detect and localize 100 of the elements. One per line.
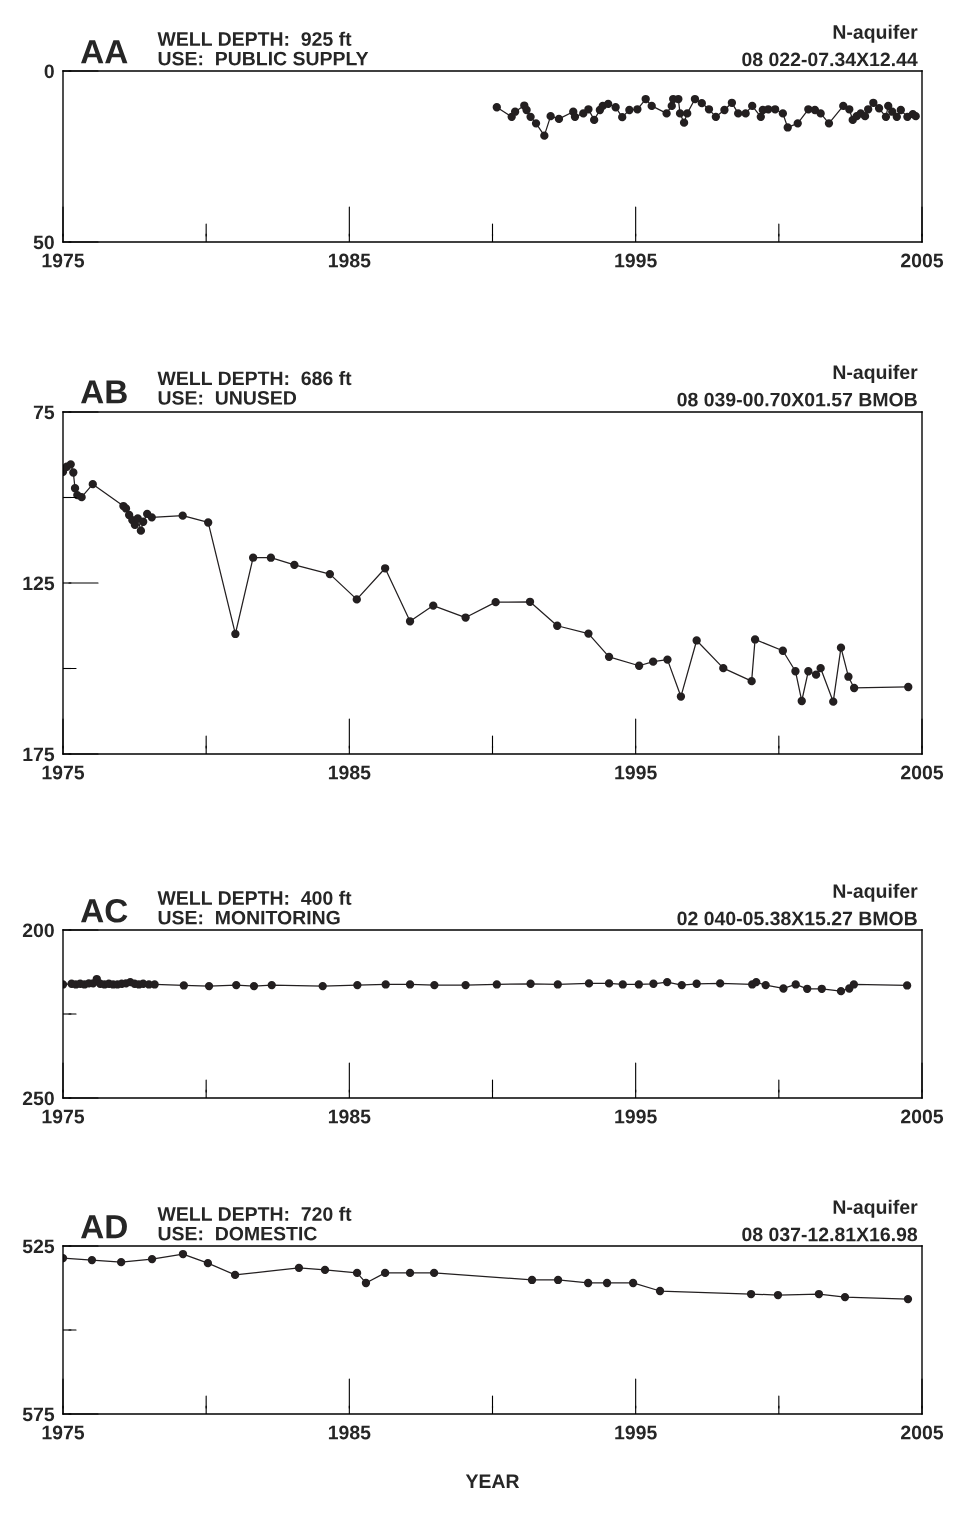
- point: [88, 480, 97, 489]
- point: [69, 468, 78, 477]
- point: [527, 1275, 537, 1285]
- chart-subtitle: WELL DEPTH: 400 ft USE: MONITORING: [157, 890, 352, 925]
- y-tick-label: 250: [22, 1091, 54, 1106]
- point: [87, 1255, 97, 1265]
- point: [352, 1268, 362, 1278]
- point: [266, 553, 276, 562]
- chart-title: AA: [81, 40, 128, 64]
- point: [232, 980, 241, 990]
- point: [405, 980, 415, 989]
- point: [692, 979, 701, 988]
- point: [381, 980, 390, 989]
- point: [525, 597, 535, 606]
- point: [778, 646, 788, 655]
- point: [814, 1289, 824, 1299]
- point: [150, 980, 159, 989]
- point: [429, 601, 438, 610]
- y-tick-label: 575: [22, 1407, 55, 1422]
- point: [136, 526, 146, 535]
- point: [325, 569, 335, 579]
- text: 08 037-12.81X16.98: [742, 1227, 918, 1242]
- point: [204, 981, 214, 991]
- point: [903, 1294, 913, 1304]
- point: [677, 980, 686, 990]
- point: [116, 1257, 126, 1267]
- point: [179, 981, 188, 990]
- point: [203, 1258, 213, 1268]
- point: [836, 986, 846, 996]
- point: [491, 597, 500, 607]
- point: [747, 676, 756, 686]
- point: [320, 1265, 330, 1275]
- point: [902, 981, 912, 990]
- x-tick-label: 1995: [615, 1425, 657, 1440]
- point: [66, 460, 75, 469]
- point: [178, 511, 187, 520]
- point: [663, 655, 672, 664]
- point: [461, 613, 470, 622]
- text: N-aquifer: [833, 364, 918, 383]
- y-tick-label: 125: [23, 576, 55, 591]
- x-tick-label: 2005: [901, 253, 944, 268]
- point: [604, 652, 614, 662]
- point: [803, 984, 812, 993]
- text: N-aquifer: [833, 24, 918, 43]
- x-tick-label: 1985: [328, 253, 371, 268]
- point: [634, 980, 643, 989]
- point: [249, 981, 259, 991]
- chart-subtitle: WELL DEPTH: 925 ft USE: PUBLIC SUPPLY: [157, 31, 369, 66]
- point: [178, 1249, 188, 1259]
- text: N-aquifer: [833, 1199, 918, 1218]
- point: [715, 979, 725, 988]
- point: [583, 1278, 593, 1288]
- point: [139, 517, 148, 526]
- point: [849, 980, 859, 989]
- x-tick-label: 2005: [901, 1425, 944, 1440]
- point: [204, 518, 213, 527]
- x-tick-label: 2005: [901, 1109, 944, 1124]
- point: [604, 979, 614, 988]
- y-tick-label: 0: [44, 64, 54, 79]
- point: [248, 553, 258, 562]
- point: [811, 670, 821, 679]
- chart-subtitle: WELL DEPTH: 720 ft USE: DOMESTIC: [157, 1206, 352, 1241]
- point: [750, 635, 760, 644]
- point: [584, 979, 594, 988]
- point: [318, 981, 327, 991]
- point: [804, 667, 813, 676]
- point: [77, 492, 86, 502]
- point: [380, 564, 390, 573]
- chart-title: AD: [81, 1215, 127, 1239]
- point: [290, 560, 299, 570]
- point: [553, 1275, 563, 1285]
- text: 08 039-00.70X01.57 BMOB: [677, 392, 917, 407]
- point: [70, 484, 80, 493]
- point: [746, 1289, 756, 1299]
- point: [761, 980, 770, 990]
- point: [752, 977, 761, 987]
- point: [553, 621, 562, 630]
- y-tick-label: 75: [33, 405, 55, 420]
- point: [791, 980, 800, 989]
- point: [147, 1254, 157, 1264]
- point: [361, 1278, 371, 1288]
- point: [817, 984, 826, 993]
- x-tick-label: 1985: [328, 1425, 371, 1440]
- point: [461, 980, 470, 990]
- point: [618, 980, 627, 989]
- point: [231, 629, 240, 639]
- point: [844, 672, 853, 681]
- x-tick-label: 1975: [42, 1109, 85, 1124]
- point: [526, 979, 535, 988]
- y-tick-label: 50: [33, 235, 54, 250]
- x-tick-label: 1975: [42, 1425, 85, 1440]
- x-tick-label: 1985: [328, 1109, 371, 1124]
- point: [836, 643, 846, 652]
- x-tick-label: 1995: [615, 253, 657, 268]
- point: [719, 663, 728, 673]
- point: [492, 980, 501, 989]
- point: [840, 1292, 850, 1302]
- point: [849, 683, 859, 693]
- point: [294, 1263, 304, 1273]
- point: [553, 980, 562, 989]
